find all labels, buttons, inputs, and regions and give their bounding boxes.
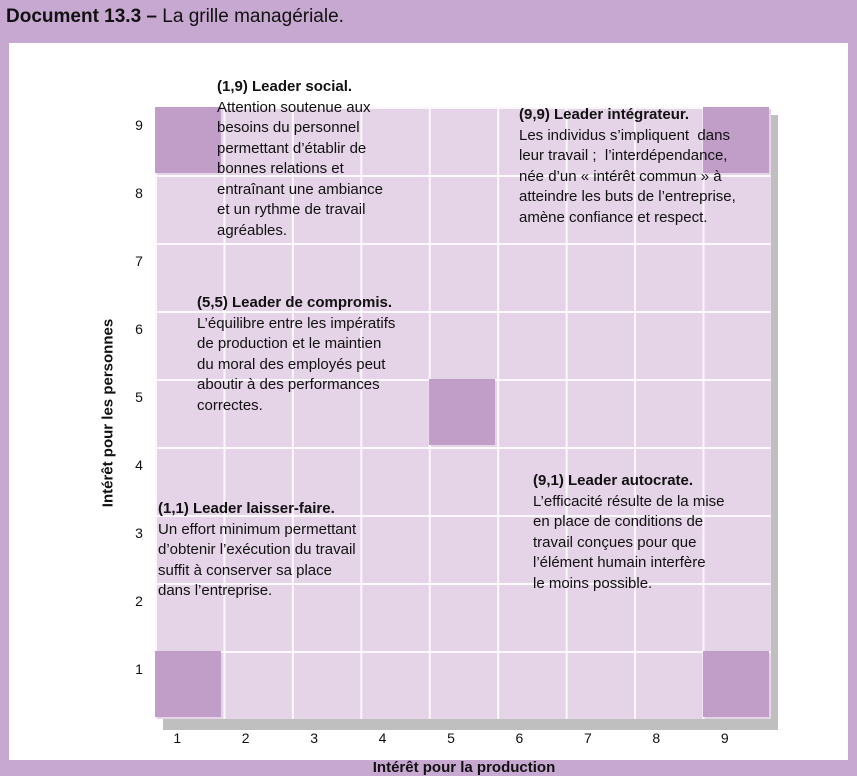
note-line: amène confiance et respect.	[519, 208, 708, 226]
x-tick-label: 4	[378, 730, 387, 746]
note-line: du moral des employés peut	[197, 355, 386, 373]
x-tick-label: 9	[720, 730, 729, 746]
x-tick-label: 2	[241, 730, 250, 746]
note-line: et un rythme de travail	[217, 201, 366, 218]
note-line: L’équilibre entre les impératifs	[197, 314, 396, 332]
note-leader-social: (1,9) Leader social. Attention soutenue …	[217, 77, 383, 241]
note-title: (1,1) Leader laisser-faire.	[158, 500, 335, 517]
note-line: de production et le maintien	[197, 335, 382, 352]
note-title: (5,5) Leader de compromis.	[197, 294, 393, 311]
y-tick-label: 3	[135, 525, 143, 541]
x-tick-label: 7	[583, 730, 592, 746]
document-title: Document 13.3 – La grille managériale.	[6, 6, 344, 36]
note-line: entraînant une ambiance	[217, 180, 383, 198]
y-tick-label: 5	[135, 389, 143, 405]
note-line: travail conçues pour que	[533, 533, 697, 551]
x-tick-label: 3	[310, 730, 318, 746]
note-line: aboutir à des performances	[197, 376, 380, 393]
cell-9-1	[702, 651, 769, 717]
note-line: Un effort minimum permettant	[158, 520, 357, 538]
note-line: L’efficacité résulte de la mise	[533, 492, 725, 510]
y-tick-label: 7	[135, 253, 143, 269]
y-tick-label: 8	[135, 185, 143, 201]
cell-9-9	[702, 107, 769, 173]
x-tick-label: 6	[515, 730, 524, 746]
note-line: besoins du personnel	[217, 119, 360, 136]
note-line: l’élément humain interfère	[533, 554, 706, 571]
y-tick-label: 6	[135, 321, 143, 337]
managerial-grid	[155, 107, 771, 719]
y-tick-label: 1	[135, 661, 143, 677]
note-line: le moins possible.	[533, 574, 653, 592]
cell-5-5	[428, 379, 496, 445]
note-title: (9,9) Leader intégrateur.	[519, 106, 690, 123]
note-leader-compromis: (5,5) Leader de compromis. L’équilibre e…	[197, 293, 395, 416]
note-line: atteindre les buts de l’entreprise,	[519, 188, 736, 205]
y-tick-label: 4	[135, 457, 143, 473]
note-leader-autocrate: (9,1) Leader autocrate. L’efficacité rés…	[533, 471, 725, 594]
y-tick-label: 9	[135, 117, 143, 133]
x-tick-label: 1	[173, 730, 182, 746]
x-axis-label: Intérêt pour la production	[372, 759, 556, 776]
x-tick-label: 5	[447, 730, 455, 746]
note-line: suffit à conserver sa place	[158, 561, 332, 579]
document-caption: La grille managériale.	[162, 6, 344, 27]
note-title: (1,9) Leader social.	[217, 78, 353, 95]
note-line: en place de conditions de	[533, 513, 704, 530]
document-number: Document 13.3 –	[6, 6, 157, 27]
note-leader-integrateur: (9,9) Leader intégrateur. Les individus …	[519, 105, 736, 228]
note-line: née d’un « intérêt commun » à	[519, 167, 722, 185]
note-line: leur travail ; l’interdépendance,	[519, 147, 728, 164]
cell-1-9	[155, 107, 222, 173]
note-line: permettant d’établir de	[217, 139, 367, 157]
note-line: agréables.	[217, 221, 288, 239]
note-line: bonnes relations et	[217, 160, 344, 177]
note-line: Attention soutenue aux	[217, 98, 371, 116]
note-line: d’obtenir l’exécution du travail	[158, 541, 356, 558]
y-tick-label: 2	[135, 593, 143, 609]
cell-1-1	[155, 651, 222, 717]
note-line: Les individus s’impliquent dans	[519, 126, 730, 144]
note-line: dans l’entreprise.	[158, 582, 273, 599]
note-leader-laisser-faire: (1,1) Leader laisser-faire. Un effort mi…	[158, 499, 356, 602]
note-title: (9,1) Leader autocrate.	[533, 472, 694, 489]
y-axis-label: Intérêt pour les personnes	[99, 318, 117, 508]
x-tick-label: 8	[652, 730, 661, 746]
note-line: correctes.	[197, 396, 263, 414]
figure-panel: 9 8 7 6 5 4 3 2 1 1 2 3 4 5 6 7 8 9 Intérêt pour les per…	[9, 43, 848, 776]
